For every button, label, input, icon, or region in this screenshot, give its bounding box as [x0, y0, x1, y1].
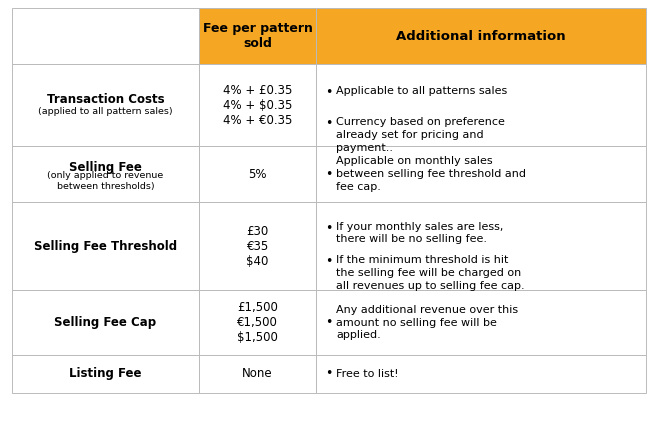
Text: Transaction Costs: Transaction Costs — [47, 93, 164, 106]
Text: •: • — [326, 86, 333, 99]
Text: Selling Fee Threshold: Selling Fee Threshold — [34, 240, 177, 253]
Bar — [199, 146, 316, 202]
Bar — [199, 8, 316, 64]
Bar — [12, 355, 199, 393]
Bar — [316, 290, 646, 355]
Bar — [316, 355, 646, 393]
Text: Any additional revenue over this
amount no selling fee will be
applied.: Any additional revenue over this amount … — [336, 305, 519, 340]
Text: £1,500
€1,500
$1,500: £1,500 €1,500 $1,500 — [237, 301, 278, 344]
Text: (only applied to revenue
between thresholds): (only applied to revenue between thresho… — [47, 171, 164, 191]
Bar — [12, 290, 199, 355]
Text: If your monthly sales are less,
there will be no selling fee.: If your monthly sales are less, there wi… — [336, 222, 503, 244]
Bar — [12, 64, 199, 146]
Bar — [12, 202, 199, 290]
Bar — [199, 64, 316, 146]
Text: Additional information: Additional information — [396, 30, 566, 43]
Text: •: • — [326, 222, 333, 235]
Bar — [12, 202, 199, 290]
Text: Fee per pattern
sold: Fee per pattern sold — [203, 22, 313, 50]
Bar — [316, 8, 646, 64]
Text: (applied to all pattern sales): (applied to all pattern sales) — [38, 107, 172, 116]
Bar — [316, 202, 646, 290]
Text: 5%: 5% — [248, 168, 267, 181]
Bar — [12, 290, 199, 355]
Bar — [199, 290, 316, 355]
Text: •: • — [326, 368, 333, 380]
Bar — [316, 290, 646, 355]
Text: Selling Fee Cap: Selling Fee Cap — [55, 316, 157, 329]
Text: Free to list!: Free to list! — [336, 369, 399, 379]
Bar — [12, 64, 199, 146]
Bar — [316, 146, 646, 202]
Bar — [12, 146, 199, 202]
Bar — [316, 8, 646, 64]
Bar — [199, 202, 316, 290]
Text: None: None — [242, 368, 273, 380]
Bar — [316, 64, 646, 146]
Bar — [199, 355, 316, 393]
Bar — [199, 64, 316, 146]
Bar — [199, 202, 316, 290]
Text: 4% + £0.35
4% + $0.35
4% + €0.35: 4% + £0.35 4% + $0.35 4% + €0.35 — [223, 84, 292, 127]
Bar — [12, 8, 199, 64]
Text: Selling Fee: Selling Fee — [69, 161, 142, 174]
Text: •: • — [326, 168, 333, 181]
Text: Currency based on preference
already set for pricing and
payment..: Currency based on preference already set… — [336, 117, 505, 153]
Text: Applicable to all patterns sales: Applicable to all patterns sales — [336, 86, 507, 96]
Bar — [199, 8, 316, 64]
Bar — [12, 146, 199, 202]
Bar — [12, 8, 199, 64]
Bar — [199, 146, 316, 202]
Text: Listing Fee: Listing Fee — [69, 368, 141, 380]
Bar — [316, 355, 646, 393]
Bar — [316, 202, 646, 290]
Bar — [199, 290, 316, 355]
Text: •: • — [326, 117, 333, 130]
Text: Applicable on monthly sales
between selling fee threshold and
fee cap.: Applicable on monthly sales between sell… — [336, 156, 526, 192]
Text: If the minimum threshold is hit
the selling fee will be charged on
all revenues : If the minimum threshold is hit the sell… — [336, 255, 524, 291]
Bar — [316, 146, 646, 202]
Bar — [199, 355, 316, 393]
Text: £30
€35
$40: £30 €35 $40 — [247, 225, 269, 268]
Text: •: • — [326, 316, 333, 329]
Bar — [316, 64, 646, 146]
Bar — [12, 355, 199, 393]
Text: •: • — [326, 255, 333, 268]
